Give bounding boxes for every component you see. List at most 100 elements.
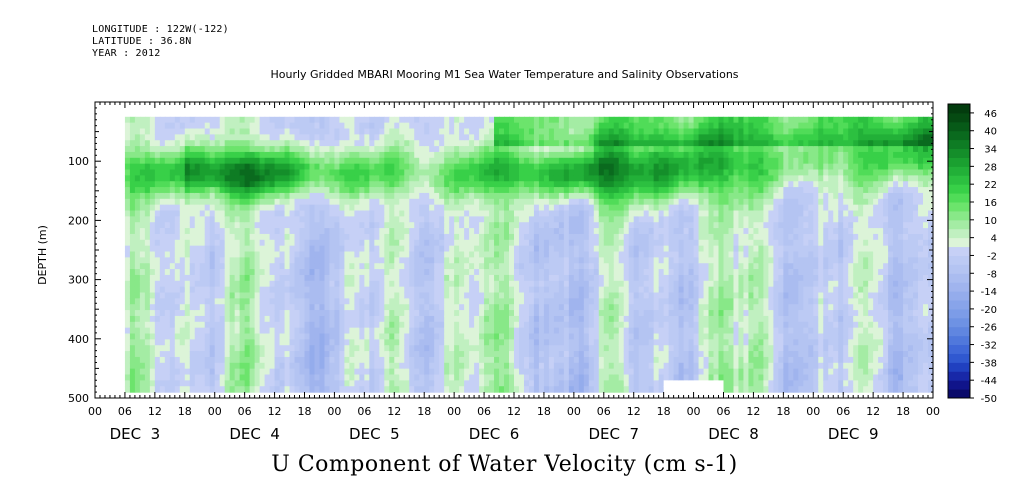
x-hour-label: 00 — [327, 405, 341, 418]
colorbar-cell — [948, 210, 970, 221]
x-hour-label: 06 — [238, 405, 252, 418]
x-hour-label: 06 — [717, 405, 731, 418]
x-hour-label: 00 — [208, 405, 222, 418]
x-hour-label: 12 — [866, 405, 880, 418]
x-hour-label: 12 — [507, 405, 521, 418]
colorbar-label: 40 — [984, 127, 997, 138]
colorbar-cell — [948, 264, 970, 274]
colorbar: 46 40 34 28 22 16 10 4 -2 -8 -14 -20 -26 -32 -38 -44 -50 — [947, 103, 997, 405]
x-hour-label: 00 — [88, 405, 102, 418]
colorbar-label: -50 — [981, 394, 997, 405]
colorbar-cell — [948, 112, 970, 123]
y-tick-label: 300 — [68, 274, 89, 287]
colorbar-cell — [948, 166, 970, 176]
colorbar-label: 22 — [984, 180, 997, 191]
chart-title: Hourly Gridded MBARI Mooring M1 Sea Wate… — [270, 68, 739, 81]
x-hour-label: 18 — [896, 405, 910, 418]
colorbar-cell — [948, 362, 970, 372]
latitude-label: LATITUDE : 36.8N — [92, 36, 192, 47]
colorbar-cell — [948, 130, 970, 141]
colorbar-label: -38 — [981, 358, 997, 369]
colorbar-cell — [948, 184, 970, 194]
colorbar-label: -8 — [987, 269, 997, 280]
colorbar-cell — [948, 202, 970, 212]
x-day-label: DEC 9 — [828, 425, 879, 443]
colorbar-cell — [948, 121, 970, 132]
x-hour-label: 00 — [447, 405, 461, 418]
x-hour-label: 00 — [567, 405, 581, 418]
x-hour-label: 12 — [387, 405, 401, 418]
x-day-label: DEC 3 — [110, 425, 161, 443]
colorbar-cell — [948, 219, 970, 230]
colorbar-label: -20 — [981, 305, 997, 316]
x-hour-label: 12 — [746, 405, 760, 418]
colorbar-label: -26 — [981, 323, 997, 334]
x-hour-label: 12 — [268, 405, 282, 418]
x-hour-label: 06 — [836, 405, 850, 418]
y-axis-label: DEPTH (m) — [36, 225, 49, 285]
y-tick-label: 400 — [68, 333, 89, 346]
x-hour-label: 00 — [687, 405, 701, 418]
x-hour-label: 18 — [776, 405, 790, 418]
colorbar-cell — [948, 335, 970, 346]
x-day-label: DEC 8 — [708, 425, 759, 443]
colorbar-cell — [948, 139, 970, 150]
colorbar-label: 16 — [984, 198, 997, 209]
colorbar-cell — [948, 193, 970, 203]
x-hour-label: 06 — [597, 405, 611, 418]
colorbar-label: -2 — [987, 251, 997, 262]
colorbar-cell — [948, 291, 970, 301]
colorbar-label: 4 — [991, 234, 997, 245]
colorbar-cell — [948, 175, 970, 185]
y-axis: 100 200 300 400 500 — [68, 101, 933, 405]
colorbar-cell — [948, 228, 970, 239]
colorbar-cell — [948, 317, 970, 328]
colorbar-cell — [948, 157, 970, 167]
colorbar-label: -44 — [981, 376, 997, 387]
x-hour-label: 18 — [298, 405, 312, 418]
x-day-label: DEC 4 — [229, 425, 280, 443]
x-hour-label: 12 — [148, 405, 162, 418]
x-day-label: DEC 6 — [469, 425, 520, 443]
colorbar-cell — [948, 308, 970, 319]
longitude-label: LONGITUDE : 122W(-122) — [92, 24, 229, 35]
colorbar-cell — [948, 300, 970, 310]
colorbar-cell — [948, 326, 970, 337]
year-label: YEAR : 2012 — [92, 48, 161, 59]
colorbar-cell — [948, 389, 970, 399]
colorbar-label: 10 — [984, 216, 997, 227]
x-hour-label: 00 — [806, 405, 820, 418]
x-hour-label: 18 — [537, 405, 551, 418]
x-hour-label: 18 — [657, 405, 671, 418]
colorbar-cell — [948, 371, 970, 381]
colorbar-cell — [948, 255, 970, 265]
x-hour-label: 06 — [477, 405, 491, 418]
y-tick-label: 200 — [68, 214, 89, 227]
variable-label: U Component of Water Velocity (cm s-1) — [271, 452, 738, 477]
colorbar-cell — [948, 237, 970, 248]
x-hour-label: 18 — [417, 405, 431, 418]
colorbar-cell — [948, 273, 970, 283]
x-day-label: DEC 7 — [588, 425, 639, 443]
x-hour-label: 06 — [118, 405, 132, 418]
x-hour-label: 12 — [627, 405, 641, 418]
colorbar-label: 28 — [984, 162, 997, 173]
x-axis: 00 06 12 18 00 06 12 18 00 06 12 18 00 06 12 18 00 06 12 18… — [88, 102, 940, 443]
y-tick-label: 100 — [68, 155, 89, 168]
x-hour-label: 06 — [357, 405, 371, 418]
colorbar-cell — [948, 148, 970, 158]
colorbar-label: 34 — [984, 145, 997, 156]
heatmap-field — [124, 116, 934, 393]
colorbar-border — [947, 103, 971, 399]
colorbar-cell — [948, 344, 970, 354]
colorbar-label: -32 — [981, 341, 997, 352]
x-hour-label: 00 — [926, 405, 940, 418]
x-hour-label: 18 — [178, 405, 192, 418]
colorbar-cell — [948, 353, 970, 363]
y-tick-label: 500 — [68, 392, 89, 405]
colorbar-cell — [948, 380, 970, 390]
colorbar-cell — [948, 104, 970, 114]
colorbar-cell — [948, 282, 970, 292]
colorbar-cell — [948, 246, 970, 256]
